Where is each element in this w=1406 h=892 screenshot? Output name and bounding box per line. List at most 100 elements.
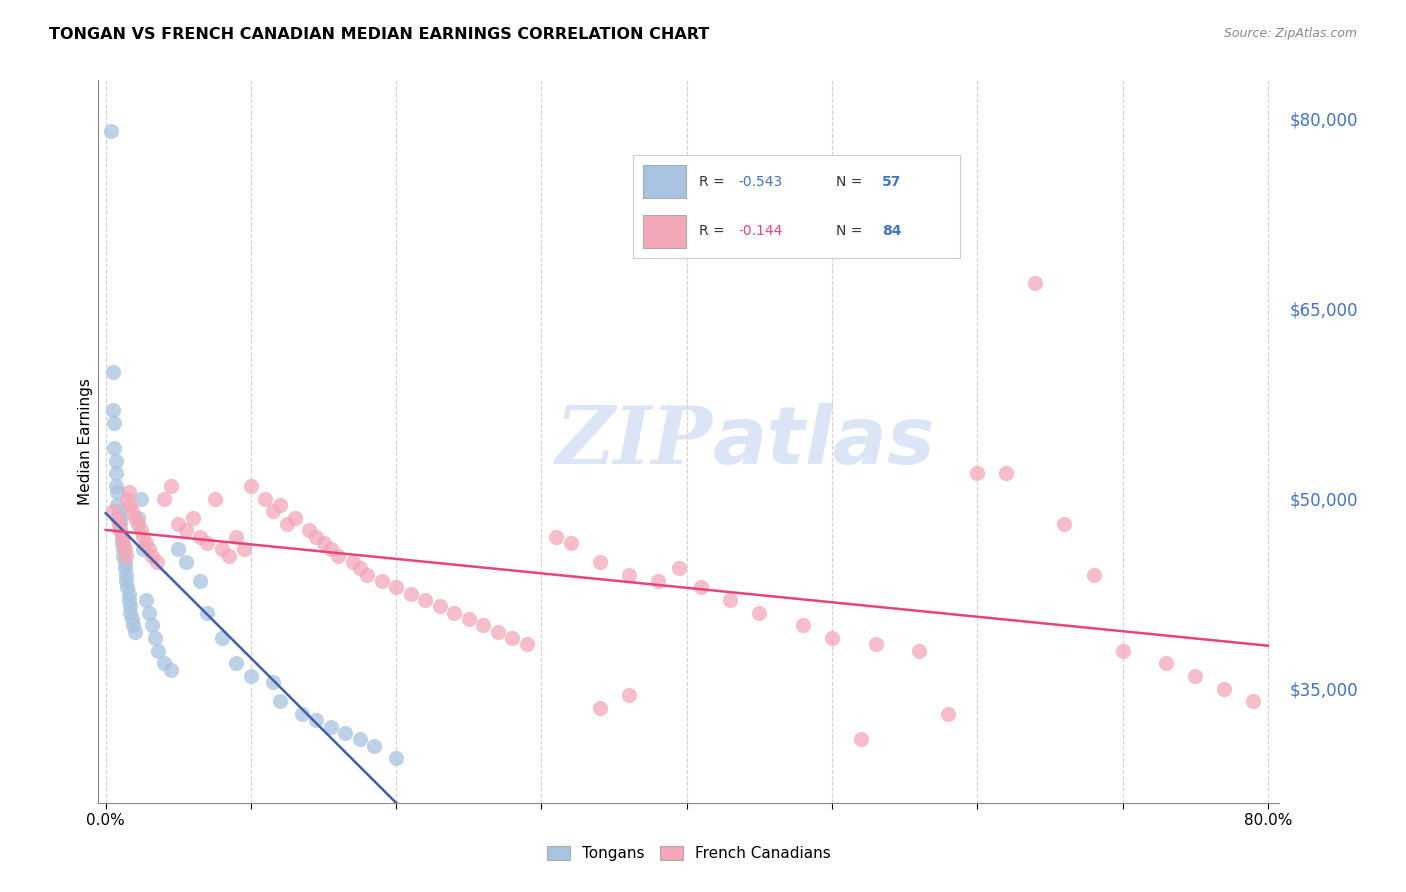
Point: [132, 530, 155, 544]
Point: [821, 631, 844, 645]
Point: [560, 536, 582, 550]
Point: [262, 504, 284, 518]
Point: [429, 599, 451, 614]
Point: [141, 618, 163, 632]
Point: [108, 510, 131, 524]
Point: [254, 491, 277, 506]
Legend: Tongans, French Canadians: Tongans, French Canadians: [541, 840, 837, 867]
Text: N =: N =: [837, 175, 868, 189]
Point: [105, 498, 128, 512]
Point: [143, 631, 166, 645]
Point: [160, 479, 183, 493]
Point: [120, 599, 142, 614]
Point: [342, 555, 364, 569]
FancyBboxPatch shape: [643, 165, 686, 198]
Point: [111, 530, 134, 544]
Point: [617, 688, 640, 702]
Point: [107, 510, 129, 524]
Point: [132, 542, 155, 557]
Point: [335, 726, 357, 740]
Point: [103, 416, 125, 430]
Point: [108, 523, 131, 537]
Point: [1111, 643, 1133, 657]
Point: [748, 606, 770, 620]
Point: [114, 555, 136, 569]
Point: [269, 498, 291, 512]
Point: [204, 491, 226, 506]
Point: [232, 542, 254, 557]
Point: [138, 606, 160, 620]
Text: R =: R =: [699, 175, 728, 189]
Point: [1083, 567, 1105, 582]
Point: [114, 542, 136, 557]
Point: [114, 561, 136, 575]
Point: [385, 751, 408, 765]
Point: [104, 467, 127, 481]
Point: [792, 618, 814, 632]
Point: [225, 530, 247, 544]
Text: -0.543: -0.543: [738, 175, 782, 189]
Point: [349, 732, 371, 747]
Point: [865, 637, 887, 651]
Point: [218, 549, 240, 563]
Point: [174, 555, 197, 569]
Point: [544, 530, 567, 544]
Text: atlas: atlas: [713, 402, 935, 481]
Point: [516, 637, 538, 651]
Point: [472, 618, 495, 632]
Point: [668, 561, 690, 575]
Point: [966, 467, 988, 481]
Point: [122, 618, 145, 632]
Point: [129, 491, 152, 506]
Point: [849, 732, 872, 747]
Point: [101, 504, 124, 518]
Point: [112, 536, 135, 550]
Point: [588, 700, 610, 714]
Point: [108, 516, 131, 531]
Point: [118, 485, 141, 500]
Point: [108, 523, 131, 537]
Point: [104, 453, 127, 467]
Point: [385, 580, 408, 594]
Text: ZIP: ZIP: [555, 403, 713, 480]
Text: N =: N =: [837, 225, 868, 238]
Point: [138, 542, 160, 557]
Point: [319, 542, 342, 557]
Point: [349, 561, 371, 575]
Point: [152, 491, 174, 506]
Point: [276, 516, 298, 531]
Point: [239, 479, 262, 493]
Point: [188, 530, 211, 544]
Point: [121, 612, 143, 626]
Point: [195, 536, 218, 550]
Text: 84: 84: [882, 225, 901, 238]
Point: [501, 631, 523, 645]
Point: [319, 720, 342, 734]
Point: [356, 567, 378, 582]
Point: [120, 606, 142, 620]
Point: [152, 657, 174, 671]
Point: [124, 510, 146, 524]
Point: [326, 549, 349, 563]
Point: [104, 479, 127, 493]
Text: -0.144: -0.144: [738, 225, 782, 238]
Text: R =: R =: [699, 225, 728, 238]
FancyBboxPatch shape: [643, 215, 686, 248]
Point: [174, 523, 197, 537]
Point: [305, 714, 328, 728]
Point: [399, 587, 422, 601]
Point: [118, 587, 141, 601]
Point: [195, 606, 218, 620]
Point: [291, 707, 314, 722]
Point: [995, 467, 1018, 481]
Point: [145, 555, 167, 569]
Point: [107, 504, 129, 518]
Point: [225, 657, 247, 671]
Point: [167, 516, 190, 531]
Point: [127, 516, 149, 531]
Point: [1024, 276, 1046, 290]
Point: [486, 624, 509, 639]
Point: [112, 549, 135, 563]
Point: [118, 593, 141, 607]
Y-axis label: Median Earnings: Median Earnings: [77, 378, 93, 505]
